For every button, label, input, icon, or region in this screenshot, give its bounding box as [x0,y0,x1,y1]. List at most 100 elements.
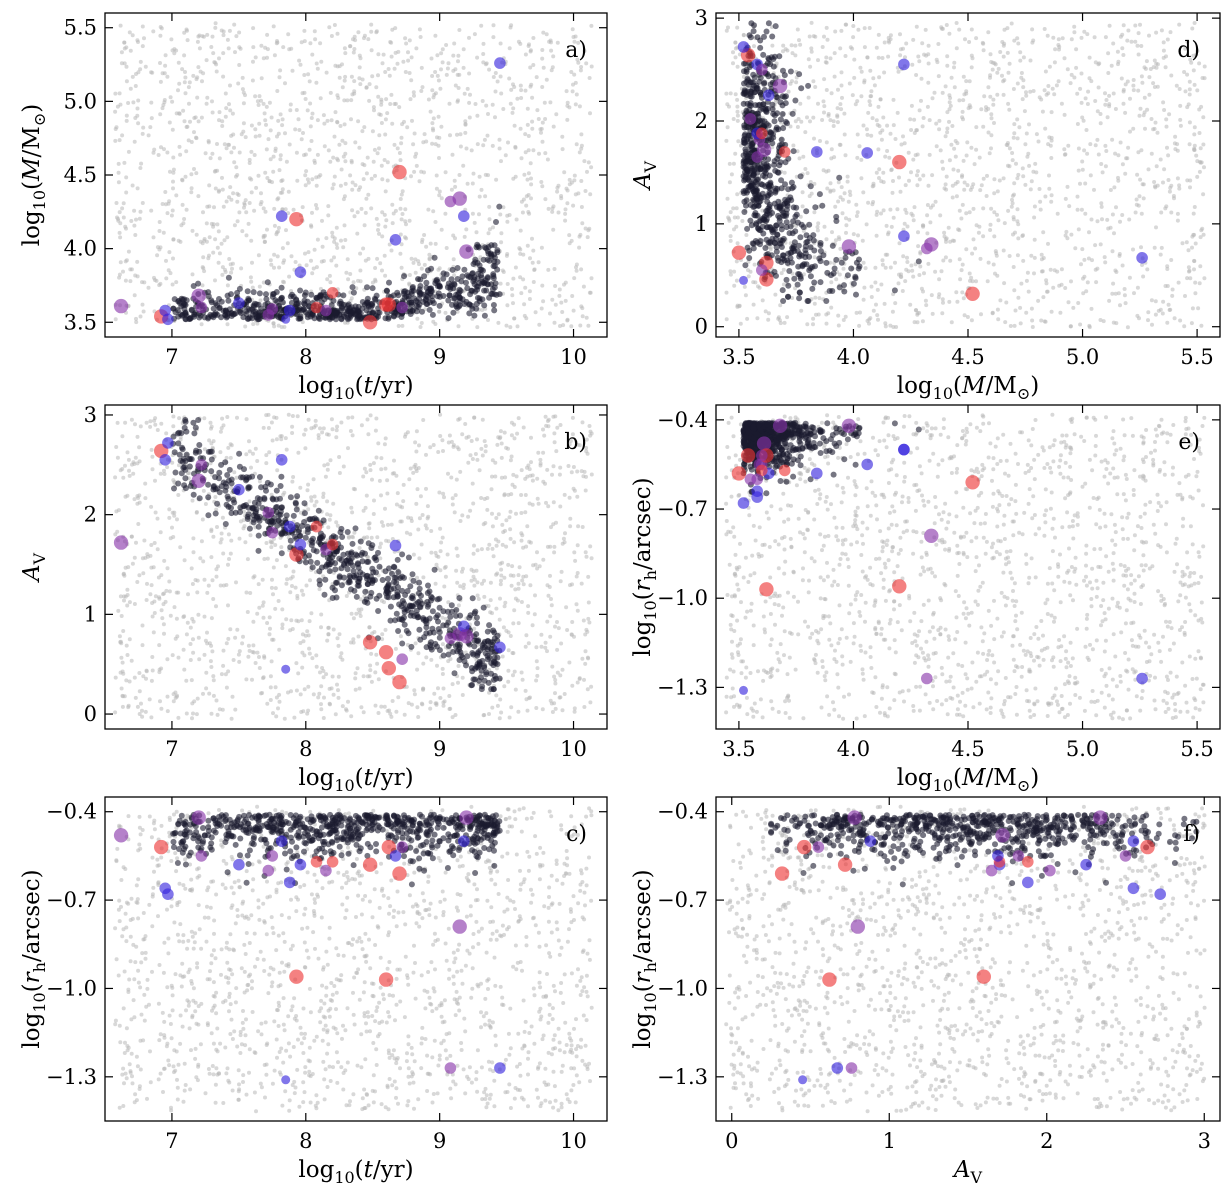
background-point [519,829,524,834]
background-point [572,39,577,44]
background-point [334,225,339,230]
background-point [227,257,232,261]
background-point [237,150,242,155]
background-point [240,87,245,92]
background-point [148,125,153,130]
cluster-point [361,598,368,605]
highlighted-point [162,437,174,449]
background-point [439,540,444,545]
background-point [512,85,517,89]
background-point [418,35,423,39]
background-point [488,580,493,585]
background-point [140,643,145,648]
cluster-point [240,503,247,510]
background-point [383,273,388,278]
background-point [526,210,531,214]
background-point [300,650,305,655]
cluster-point [256,474,263,480]
background-point [139,1012,144,1017]
background-point [197,657,202,662]
background-point [135,704,140,709]
background-point [369,679,374,684]
background-point [289,254,294,259]
background-point [304,583,309,588]
cluster-points-b [170,417,503,693]
background-point [181,1099,186,1104]
background-point [550,1006,555,1011]
cluster-point [275,517,282,524]
cluster-point [471,312,478,319]
background-point [294,661,299,666]
background-point [576,901,581,906]
background-point [174,616,179,621]
background-point [500,560,505,565]
background-point [233,921,238,926]
background-point [144,598,149,602]
background-point [362,125,367,130]
background-point [138,424,143,429]
background-point [544,500,548,505]
y-tick-label: 0 [84,702,97,726]
cluster-point [350,289,357,296]
background-point [374,455,379,460]
background-point [358,82,363,87]
background-point [236,1068,241,1073]
background-point [539,1014,544,1019]
background-point [160,202,165,206]
cluster-point [426,306,433,313]
background-point [468,904,473,909]
background-point [381,52,386,57]
background-point [299,710,304,714]
background-point [251,59,255,64]
background-point [483,449,488,454]
background-point [385,160,390,165]
cluster-point [408,643,415,650]
background-point [443,211,448,216]
cluster-point [368,589,375,596]
cluster-point [399,573,406,580]
background-point [171,414,176,419]
cluster-point [440,622,447,629]
background-point [213,278,217,283]
background-point [237,659,242,664]
cluster-point [407,583,414,590]
background-point [265,556,270,561]
background-point [516,573,521,578]
background-point [453,184,458,189]
background-point [479,187,484,192]
background-point [402,712,407,717]
background-point [280,190,285,195]
background-point [228,455,233,460]
background-point [407,71,412,75]
background-point [228,83,232,88]
background-point [271,321,276,326]
background-point [129,417,134,422]
background-point [398,519,403,524]
background-point [340,85,345,90]
background-point [336,643,341,648]
background-point [153,478,157,483]
background-point [235,1044,240,1049]
background-point [572,276,577,281]
cluster-point [385,575,391,582]
background-point [259,76,264,81]
background-point [196,119,201,124]
background-point [259,191,263,196]
background-point [529,82,534,87]
background-point [135,434,140,439]
cluster-point [236,285,243,292]
background-point [246,654,251,659]
background-point [507,515,512,520]
background-point [123,494,128,499]
background-point [284,581,289,586]
background-point [150,454,155,459]
background-point [447,433,452,438]
background-point [137,689,142,694]
background-point [540,184,545,189]
background-point [162,147,166,152]
background-point [182,558,187,563]
background-point [374,416,379,421]
background-point [506,878,511,882]
background-point [415,705,420,710]
background-point [283,81,287,86]
